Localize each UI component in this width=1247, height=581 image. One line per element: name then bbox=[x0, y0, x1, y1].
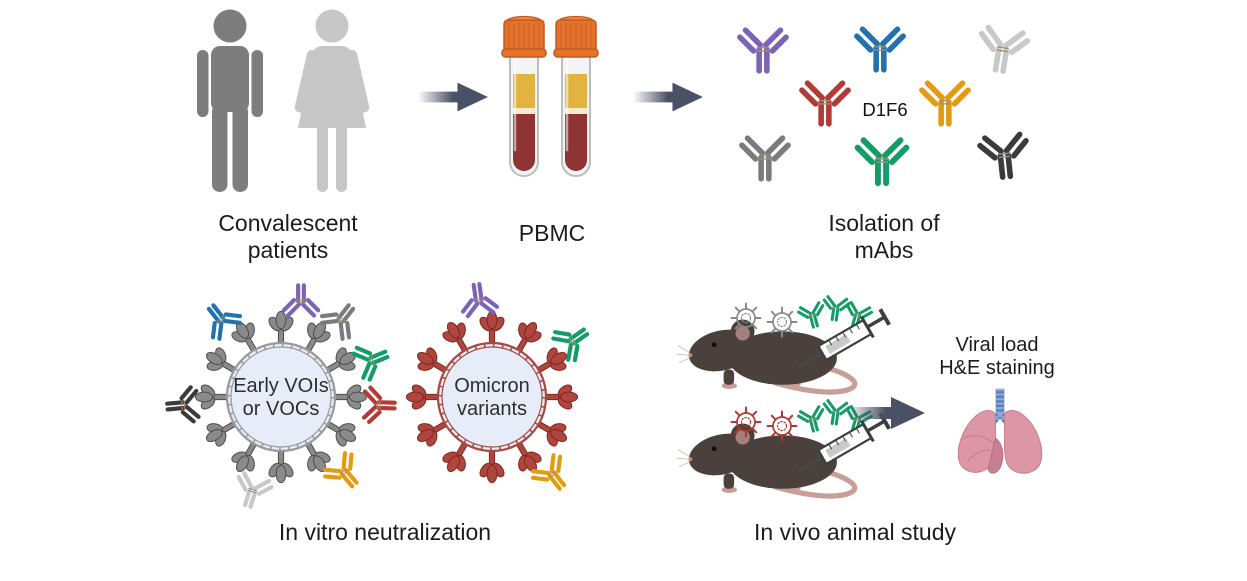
virus2-antibody-purple bbox=[460, 282, 498, 317]
virus2-label-line2: variants bbox=[456, 398, 528, 420]
male-patient-icon bbox=[192, 8, 268, 198]
pbmc-caption: PBMC bbox=[477, 220, 627, 247]
patients-caption: Convalescent patients bbox=[163, 210, 413, 264]
mouse1-antibody-green-2 bbox=[820, 294, 852, 324]
antibody-icon-purple bbox=[728, 12, 798, 82]
mouse1-antibody-green-1 bbox=[796, 300, 829, 332]
d1f6-label: D1F6 bbox=[862, 99, 908, 120]
virus2-label: Omicron variants bbox=[417, 375, 567, 421]
result-caption: Viral load H&E staining bbox=[917, 334, 1077, 380]
patients-caption-line1: Convalescent bbox=[218, 210, 358, 236]
isolation-caption: Isolation of mAbs bbox=[759, 210, 1009, 264]
isolation-caption-line2: mAbs bbox=[854, 237, 914, 263]
virus-particle-red-2 bbox=[766, 410, 798, 442]
virus1-label: Early VOIs or VOCs bbox=[206, 375, 356, 421]
patients-caption-line2: patients bbox=[247, 237, 329, 263]
isolation-caption-line1: Isolation of bbox=[828, 210, 940, 236]
virus1-antibody-purple bbox=[284, 285, 318, 315]
result-caption-line2: H&E staining bbox=[939, 357, 1055, 379]
invitro-caption: In vitro neutralization bbox=[278, 519, 492, 545]
result-caption-line1: Viral load bbox=[955, 334, 1039, 356]
virus-icon-early-vois bbox=[161, 277, 401, 517]
pbmc-caption-text: PBMC bbox=[518, 220, 586, 246]
antibody-icon-green-d1f6 bbox=[845, 121, 919, 195]
virus1-label-line2: or VOCs bbox=[242, 398, 320, 420]
antibody-icon-gray bbox=[730, 120, 800, 190]
lungs-icon bbox=[950, 385, 1050, 480]
virus-icon-omicron bbox=[405, 277, 612, 517]
arrow-icon-3 bbox=[843, 394, 929, 432]
virus1-antibody-lightgray bbox=[231, 472, 273, 511]
virus-particle-gray-1 bbox=[730, 302, 762, 334]
antibody-icon-black bbox=[966, 115, 1043, 192]
arrow-icon-1 bbox=[410, 80, 496, 114]
virus1-label-line1: Early VOIs bbox=[233, 375, 329, 397]
blood-tube-icon-2 bbox=[552, 12, 600, 188]
blood-tube-icon-1 bbox=[500, 12, 548, 188]
virus-particle-red-1 bbox=[730, 406, 762, 438]
virus1-antibody-black bbox=[166, 387, 199, 424]
mouse-scene-early bbox=[676, 294, 893, 404]
arrow-icon-2 bbox=[628, 80, 708, 114]
virus-particle-gray-2 bbox=[766, 306, 798, 338]
invivo-caption: In vivo animal study bbox=[754, 519, 956, 545]
virus2-label-line1: Omicron bbox=[454, 375, 530, 397]
mouse2-antibody-green-1 bbox=[796, 404, 829, 436]
female-patient-icon bbox=[289, 8, 375, 198]
